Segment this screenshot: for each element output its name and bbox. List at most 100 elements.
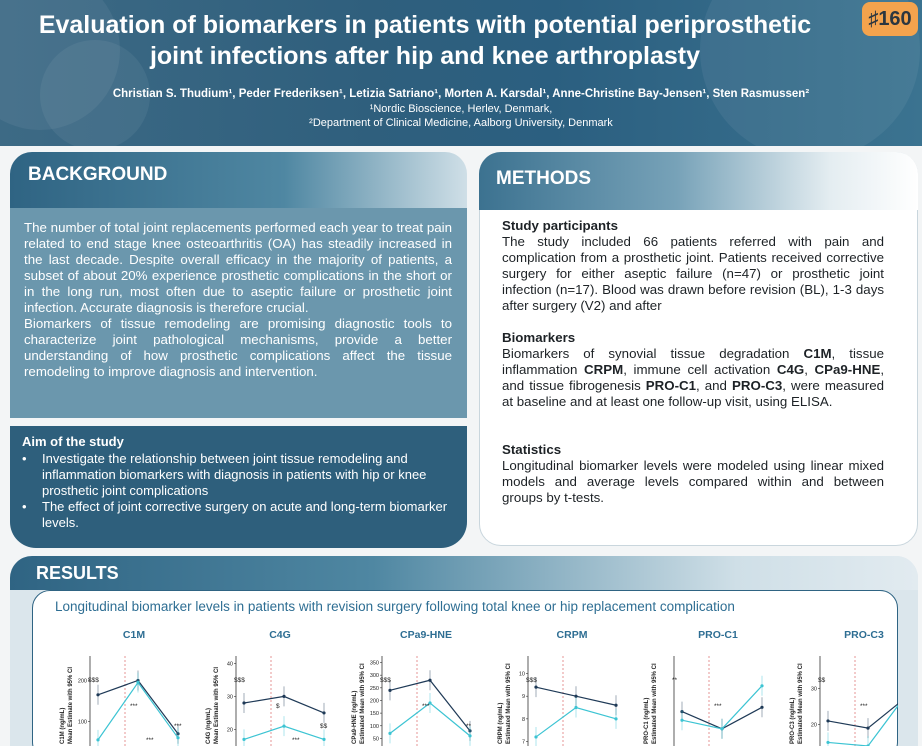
section-heading: Biomarkers bbox=[502, 330, 576, 345]
y-tick-label: 20 bbox=[227, 727, 233, 733]
data-point bbox=[388, 688, 392, 692]
title-line: joint infections after hip and knee arth… bbox=[149, 42, 701, 70]
y-tick-label: 250 bbox=[370, 686, 379, 692]
section-heading: Study participants bbox=[502, 218, 618, 233]
chart-title: CPa9-HNE bbox=[400, 629, 452, 641]
y-tick-label: 7 bbox=[522, 739, 525, 745]
axis-label: PRO-C1 (ng/mL) bbox=[644, 698, 650, 744]
y-tick-label: 8 bbox=[522, 717, 525, 723]
y-tick-label: 100 bbox=[78, 719, 87, 725]
section-text: Biomarkers of synovial tissue degradatio… bbox=[502, 346, 885, 409]
y-tick-label: 30 bbox=[811, 687, 817, 693]
data-point bbox=[282, 694, 286, 698]
aim-item: Investigate the relationship between joi… bbox=[22, 451, 452, 499]
affiliation: ¹Nordic Bioscience, Herlev, Denmark, bbox=[369, 103, 553, 115]
data-point bbox=[388, 731, 392, 735]
series-line bbox=[827, 704, 898, 746]
methods-heading: METHODS bbox=[496, 168, 591, 189]
data-point bbox=[826, 719, 830, 723]
axis-label: Mean Estimate with 95% CI bbox=[214, 667, 220, 744]
section-text: The study included 66 patients referred … bbox=[502, 234, 884, 313]
data-point bbox=[242, 701, 246, 705]
data-point bbox=[760, 705, 764, 709]
section-text: Longitudinal biomarker levels were model… bbox=[502, 458, 884, 505]
data-point bbox=[468, 734, 472, 738]
figure-title: Longitudinal biomarker levels in patient… bbox=[55, 599, 735, 614]
data-point bbox=[614, 717, 618, 721]
y-tick-label: 100 bbox=[370, 724, 379, 730]
y-tick-label: 200 bbox=[370, 698, 379, 704]
data-point bbox=[760, 684, 764, 688]
significance-label: *** bbox=[860, 703, 868, 710]
significance-label: $$$ bbox=[380, 677, 391, 684]
data-point bbox=[574, 705, 578, 710]
data-point bbox=[322, 711, 326, 715]
chart-title: C1M bbox=[123, 629, 145, 641]
aim-heading: Aim of the study bbox=[22, 434, 124, 449]
significance-label: $$$ bbox=[88, 677, 99, 684]
axis-label: CPa9-HNE (ng/mL) bbox=[352, 691, 358, 744]
poster-title: Evaluation of biomarkers in patients wit… bbox=[0, 10, 850, 72]
significance-label: $$$ bbox=[526, 677, 537, 684]
data-point bbox=[96, 693, 100, 697]
data-point bbox=[322, 737, 326, 741]
data-point bbox=[176, 736, 180, 740]
axis-label: Estimated Mean with 95% CI bbox=[798, 663, 804, 744]
methods-panel bbox=[479, 152, 918, 546]
y-tick-label: 150 bbox=[370, 711, 379, 717]
chart-title: C4G bbox=[269, 629, 291, 641]
y-tick-label: 40 bbox=[227, 661, 233, 667]
methods-statistics: Statistics Longitudinal biomarker levels… bbox=[502, 442, 884, 506]
significance-label: *** bbox=[130, 703, 138, 710]
section-heading: Statistics bbox=[502, 442, 562, 457]
axis-label: Estimated Mean with 95% CI bbox=[506, 663, 512, 744]
significance-label: *** bbox=[422, 703, 430, 710]
axis-label: C1M (ng/mL) bbox=[60, 708, 66, 744]
chart-title: PRO-C1 bbox=[698, 629, 738, 641]
header-decor-circle bbox=[40, 40, 150, 146]
methods-participants: Study participants The study included 66… bbox=[502, 218, 884, 314]
background-heading: BACKGROUND bbox=[28, 164, 168, 185]
data-point bbox=[534, 685, 538, 689]
axis-label: Estimated Mean with 95% CI bbox=[652, 663, 658, 744]
y-tick-label: 350 bbox=[370, 661, 379, 667]
results-figure-frame bbox=[32, 590, 898, 746]
y-tick-label: 30 bbox=[227, 694, 233, 700]
significance-label: *** bbox=[174, 723, 182, 730]
significance-label: *** bbox=[292, 737, 300, 744]
aim-list: Investigate the relationship between joi… bbox=[22, 451, 452, 531]
significance-label: $ bbox=[276, 703, 280, 710]
data-point bbox=[96, 738, 100, 742]
aim-item: The effect of joint corrective surgery o… bbox=[22, 499, 452, 531]
results-header: RESULTS bbox=[10, 556, 918, 590]
y-tick-label: 50 bbox=[373, 736, 379, 742]
data-point bbox=[680, 718, 684, 722]
background-text: The number of total joint replacements p… bbox=[24, 220, 452, 380]
methods-header: METHODS bbox=[479, 152, 918, 210]
poster-header: Evaluation of biomarkers in patients wit… bbox=[0, 0, 922, 146]
data-point bbox=[534, 735, 538, 739]
background-header: BACKGROUND bbox=[10, 152, 467, 210]
significance-label: $$ bbox=[818, 677, 826, 684]
data-point bbox=[282, 724, 286, 728]
poster-number-badge: ♯160 bbox=[862, 2, 918, 36]
title-line: Evaluation of biomarkers in patients wit… bbox=[38, 11, 812, 39]
chart-title: PRO-C3 bbox=[844, 629, 884, 641]
data-point bbox=[428, 678, 432, 682]
data-point bbox=[614, 703, 618, 707]
axis-label: Mean Estimate with 95% CI bbox=[68, 667, 74, 744]
data-point bbox=[242, 737, 246, 741]
affiliation: ²Department of Clinical Medicine, Aalbor… bbox=[309, 117, 613, 129]
significance-label: *** bbox=[146, 737, 154, 744]
axis-label: C4G (ng/mL) bbox=[206, 708, 212, 744]
results-heading: RESULTS bbox=[36, 563, 119, 583]
y-tick-label: 300 bbox=[370, 673, 379, 679]
series-line bbox=[827, 703, 898, 729]
data-point bbox=[574, 694, 578, 698]
axis-label: Estimated Mean with 95% CI bbox=[360, 663, 366, 744]
background-panel bbox=[10, 208, 467, 418]
y-tick-label: 20 bbox=[811, 723, 817, 729]
data-point bbox=[720, 727, 724, 731]
